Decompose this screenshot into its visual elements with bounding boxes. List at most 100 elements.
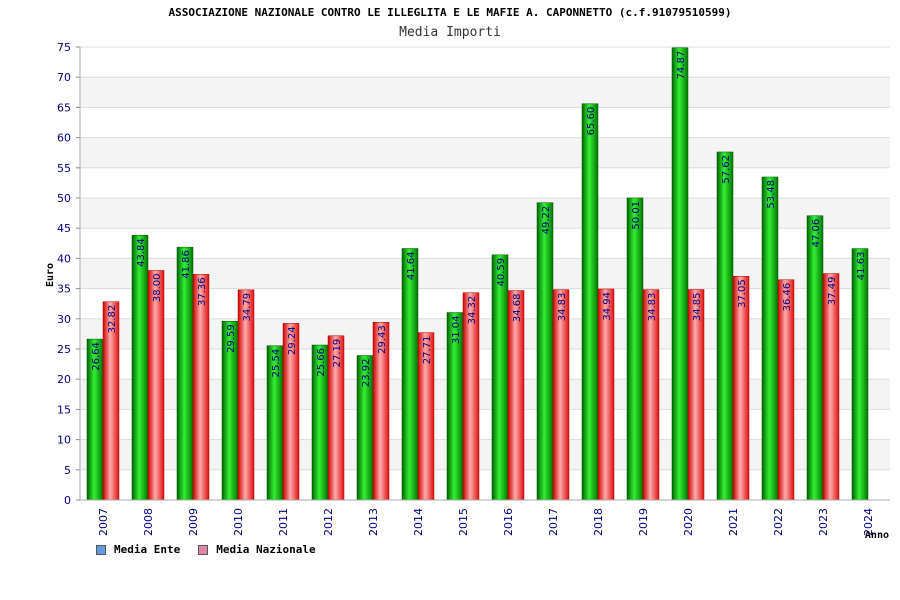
bar-media-nazionale-2022 xyxy=(777,279,795,501)
value-label-media-ente-2012: 25.66 xyxy=(316,348,327,377)
value-label-media-ente-2007: 26.64 xyxy=(91,342,102,371)
value-label-media-ente-2015: 31.04 xyxy=(451,316,462,345)
x-tick-label-2008: 2008 xyxy=(142,508,155,536)
y-tick-label: 75 xyxy=(57,41,71,54)
bar-media-ente-2008 xyxy=(131,234,149,501)
chart-title: ASSOCIAZIONE NAZIONALE CONTRO LE ILLEGLI… xyxy=(168,6,732,19)
value-label-media-nazionale-2010: 34.79 xyxy=(242,293,253,322)
value-label-media-nazionale-2016: 34.68 xyxy=(512,294,523,323)
value-label-media-nazionale-2014: 27.71 xyxy=(422,336,433,365)
x-tick-label-2024: 2024 xyxy=(862,508,875,536)
y-tick-label: 60 xyxy=(57,132,71,145)
legend-swatch-media-nazionale xyxy=(198,544,209,555)
value-label-media-ente-2013: 23.92 xyxy=(361,359,372,388)
value-label-media-nazionale-2012: 27.19 xyxy=(332,339,343,368)
y-tick-label: 55 xyxy=(57,162,71,175)
value-label-media-ente-2019: 50.01 xyxy=(631,201,642,230)
x-tick-label-2019: 2019 xyxy=(637,508,650,536)
value-label-media-ente-2014: 41.64 xyxy=(406,251,417,280)
y-tick-label: 5 xyxy=(64,464,71,477)
value-label-media-nazionale-2023: 37.49 xyxy=(827,277,838,306)
bar-media-ente-2014 xyxy=(401,248,419,501)
legend-item-media-nazionale: Media Nazionale xyxy=(198,543,316,556)
x-tick-label-2007: 2007 xyxy=(97,508,110,536)
value-label-media-ente-2022: 53.48 xyxy=(766,180,777,209)
legend-swatch-media-ente xyxy=(96,544,106,555)
bar-media-ente-2021 xyxy=(716,151,734,501)
grid-band xyxy=(80,137,890,168)
x-tick-label-2012: 2012 xyxy=(322,508,335,536)
x-tick-label-2021: 2021 xyxy=(727,508,740,536)
bar-media-nazionale-2009 xyxy=(192,274,210,501)
value-label-media-ente-2017: 49.22 xyxy=(541,206,552,235)
bar-media-ente-2018 xyxy=(581,103,599,501)
y-tick-label: 25 xyxy=(57,343,71,356)
value-label-media-ente-2024: 41.63 xyxy=(856,252,867,281)
x-axis-ticks: 2007 2008 2009 2010 2011 2012 2013 2014 2015 2016… xyxy=(97,508,875,536)
bar-media-nazionale-2021 xyxy=(732,275,750,501)
bar-media-ente-2016 xyxy=(491,254,509,501)
value-label-media-nazionale-2013: 29.43 xyxy=(377,325,388,354)
x-tick-label-2009: 2009 xyxy=(187,508,200,536)
y-tick-label: 50 xyxy=(57,192,71,205)
grid-bands xyxy=(80,77,890,470)
bar-media-ente-2023 xyxy=(806,215,824,501)
y-tick-label: 0 xyxy=(64,494,71,507)
x-tick-label-2017: 2017 xyxy=(547,508,560,536)
value-label-media-ente-2021: 57.62 xyxy=(721,155,732,184)
y-tick-label: 15 xyxy=(57,403,71,416)
value-label-media-ente-2008: 43.84 xyxy=(136,238,147,267)
legend-label-media-nazionale: Media Nazionale xyxy=(216,543,316,556)
y-tick-label: 35 xyxy=(57,283,71,296)
x-tick-label-2018: 2018 xyxy=(592,508,605,536)
x-tick-label-2014: 2014 xyxy=(412,508,425,536)
x-axis-label: Anno xyxy=(865,530,889,541)
chart-subtitle: Media Importi xyxy=(399,25,501,40)
legend-item-media-ente: Media Ente xyxy=(96,543,180,556)
x-tick-label-2013: 2013 xyxy=(367,508,380,536)
grid-band xyxy=(80,318,890,349)
y-axis-ticks: 0 5 10 15 20 25 30 35 40 45 50 55 60 65 70 75 xyxy=(57,41,80,507)
y-tick-label: 20 xyxy=(57,373,71,386)
x-tick-label-2023: 2023 xyxy=(817,508,830,536)
value-label-media-nazionale-2017: 34.83 xyxy=(557,293,568,322)
x-tick-label-2010: 2010 xyxy=(232,508,245,536)
bars xyxy=(86,47,869,501)
value-label-media-nazionale-2022: 36.46 xyxy=(782,283,793,312)
value-label-media-nazionale-2019: 34.83 xyxy=(647,293,658,322)
x-tick-label-2015: 2015 xyxy=(457,508,470,536)
value-label-media-nazionale-2009: 37.36 xyxy=(197,277,208,306)
bar-media-ente-2019 xyxy=(626,197,644,501)
value-label-media-nazionale-2021: 37.05 xyxy=(737,279,748,308)
x-tick-label-2011: 2011 xyxy=(277,508,290,536)
value-label-media-ente-2023: 47.06 xyxy=(811,219,822,248)
y-tick-label: 40 xyxy=(57,252,71,265)
bar-media-ente-2009 xyxy=(176,246,194,501)
bar-media-ente-2024 xyxy=(851,248,869,501)
value-label-media-ente-2010: 29.59 xyxy=(226,324,237,353)
value-label-media-nazionale-2015: 34.32 xyxy=(467,296,478,325)
bar-media-nazionale-2008 xyxy=(147,270,165,501)
value-label-media-nazionale-2020: 34.85 xyxy=(692,293,703,322)
y-tick-label: 30 xyxy=(57,313,71,326)
grid-band xyxy=(80,77,890,108)
y-tick-label: 65 xyxy=(57,101,71,114)
y-tick-label: 45 xyxy=(57,222,71,235)
grid-band xyxy=(80,439,890,470)
value-label-media-ente-2020: 74.87 xyxy=(676,51,687,80)
bar-media-ente-2017 xyxy=(536,202,554,501)
bar-media-ente-2020 xyxy=(671,47,689,501)
value-label-media-ente-2011: 25.54 xyxy=(271,349,282,378)
value-label-media-ente-2009: 41.86 xyxy=(181,250,192,279)
legend: Media Ente Media Nazionale xyxy=(96,543,316,556)
x-tick-label-2016: 2016 xyxy=(502,508,515,536)
y-tick-label: 10 xyxy=(57,434,71,447)
value-label-media-nazionale-2018: 34.94 xyxy=(602,292,613,321)
bar-media-nazionale-2023 xyxy=(822,273,840,501)
value-label-media-nazionale-2007: 32.82 xyxy=(107,305,118,334)
x-tick-label-2020: 2020 xyxy=(682,508,695,536)
grid-band xyxy=(80,198,890,229)
value-labels: 26.64 32.82 43.84 38.00 41.86 37.36 29.59 34.79… xyxy=(91,51,867,387)
y-axis-label: Euro xyxy=(45,263,56,287)
